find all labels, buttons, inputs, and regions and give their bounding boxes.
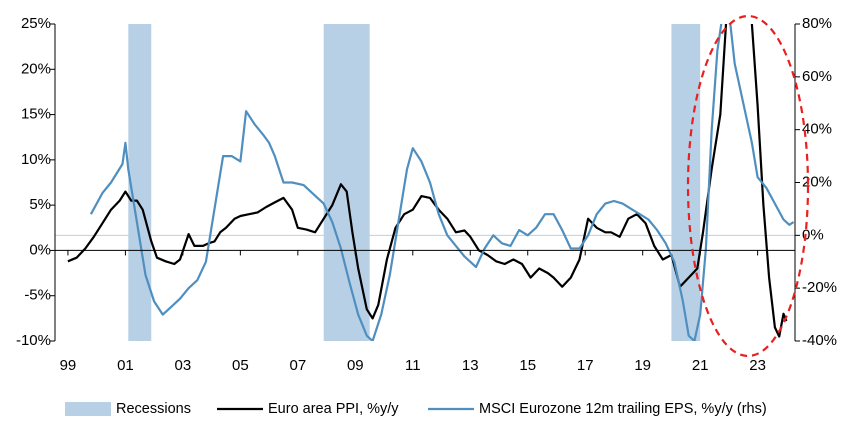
y-tick-label: 20% xyxy=(21,60,51,77)
x-tick-label: 05 xyxy=(232,357,249,374)
y-tick-label: -5% xyxy=(24,287,51,304)
y-tick-label: 10% xyxy=(21,151,51,168)
series-line xyxy=(89,24,795,341)
x-tick-label: 19 xyxy=(634,357,651,374)
y2-tick-label: -40% xyxy=(802,332,837,349)
x-tick-label: 03 xyxy=(175,357,192,374)
y2-tick-label: 60% xyxy=(802,68,832,85)
legend-label: Euro area PPI, %y/y xyxy=(268,401,399,417)
y-tick-label: 5% xyxy=(29,196,51,213)
y2-tick-label: 40% xyxy=(802,121,832,138)
x-tick-label: 23 xyxy=(749,357,766,374)
x-tick-label: 17 xyxy=(577,357,594,374)
y-tick-label: 25% xyxy=(21,15,51,32)
x-tick-label: 99 xyxy=(60,357,77,374)
y2-tick-label: 0% xyxy=(802,226,824,243)
y2-tick-label: -20% xyxy=(802,279,837,296)
y-tick-label: -10% xyxy=(16,332,51,349)
x-tick-label: 13 xyxy=(462,357,479,374)
legend-label: Recessions xyxy=(116,401,191,417)
recession-layer xyxy=(128,24,701,341)
legend-swatch xyxy=(65,402,111,416)
recession-band xyxy=(671,24,701,341)
y-tick-label: 15% xyxy=(21,106,51,123)
series-line xyxy=(67,24,788,338)
axis-layer: -10% -5% 0% 5% 10% 15% 20% 25% -40% -20% 0% 20% 40% 6… xyxy=(16,15,837,374)
x-tick-label: 15 xyxy=(519,357,536,374)
x-tick-label: 21 xyxy=(692,357,709,374)
highlight-ellipse xyxy=(686,14,810,358)
line-layer xyxy=(67,24,795,341)
legend: Recessions Euro area PPI, %y/y MSCI Eurozo… xyxy=(65,401,767,417)
x-tick-label: 01 xyxy=(117,357,134,374)
x-tick-label: 11 xyxy=(405,357,421,374)
x-tick-label: 09 xyxy=(347,357,364,374)
x-tick-label: 07 xyxy=(289,357,306,374)
recession-band xyxy=(128,24,152,341)
y2-tick-label: 20% xyxy=(802,173,832,190)
y2-tick-label: 80% xyxy=(802,15,832,32)
legend-label: MSCI Eurozone 12m trailing EPS, %y/y (rh… xyxy=(479,401,767,417)
y-tick-label: 0% xyxy=(29,241,51,258)
